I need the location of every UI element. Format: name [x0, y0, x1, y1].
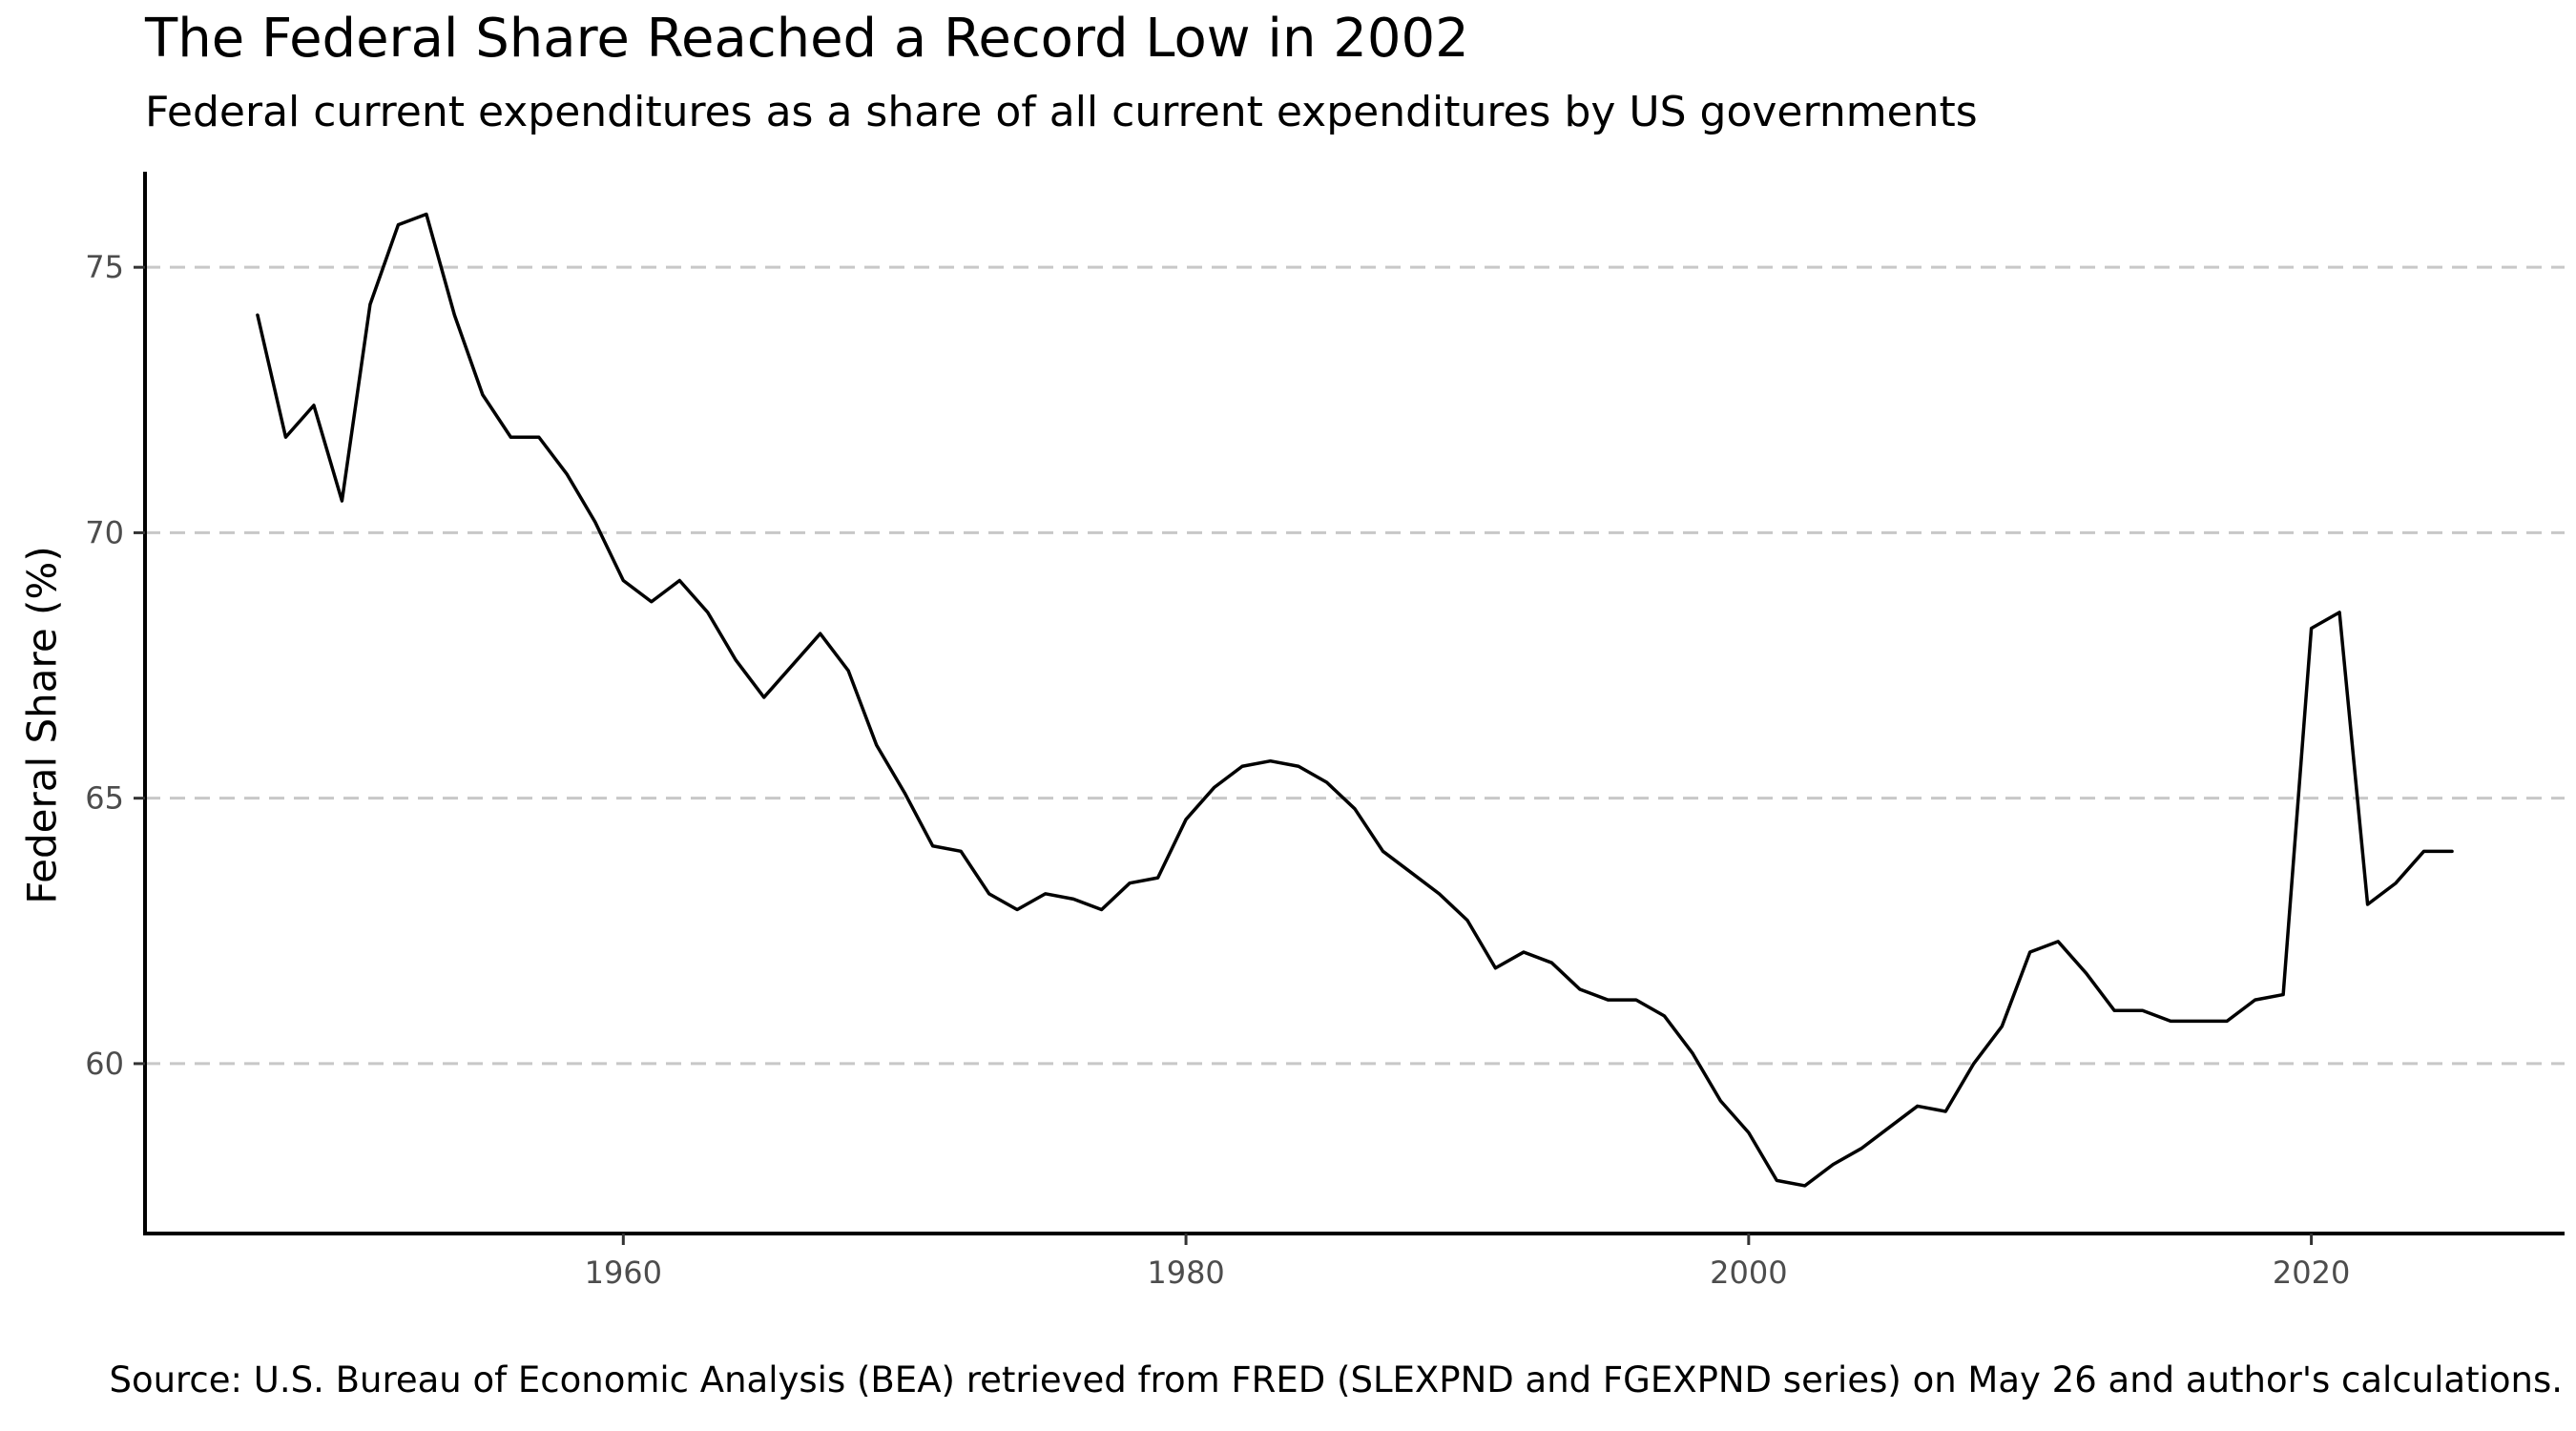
source-caption: Source: U.S. Bureau of Economic Analysis… — [109, 1359, 2563, 1400]
chart-subtitle: Federal current expenditures as a share … — [145, 88, 1978, 136]
x-tick-label: 1980 — [1147, 1255, 1224, 1291]
chart-title: The Federal Share Reached a Record Low i… — [145, 8, 1469, 70]
ticks: 60 65 70 75 1960 1980 2000 2020 — [85, 249, 2350, 1291]
axes — [143, 172, 2565, 1235]
x-tick-label: 2020 — [2273, 1255, 2350, 1291]
series — [256, 212, 2454, 1188]
x-tick-label: 2000 — [1710, 1255, 1787, 1291]
x-tick-label: 1960 — [585, 1255, 662, 1291]
y-tick-label: 65 — [85, 780, 124, 817]
y-tick-label: 70 — [85, 514, 124, 550]
y-tick-label: 60 — [85, 1046, 124, 1082]
series-line — [256, 212, 2454, 1188]
y-tick-label: 75 — [85, 249, 124, 285]
gridlines — [145, 265, 2565, 1066]
